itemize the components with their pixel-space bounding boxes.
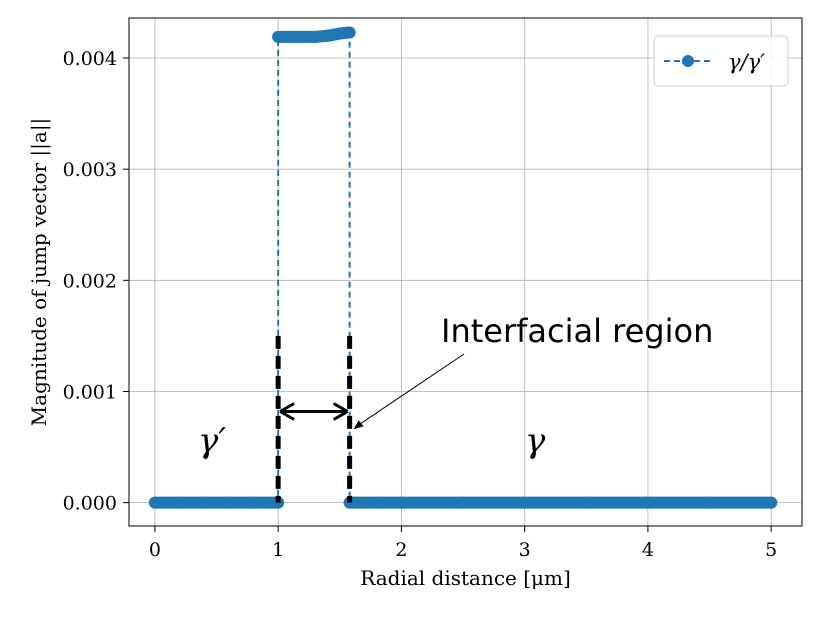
data-point	[580, 496, 593, 509]
data-point	[370, 496, 383, 509]
legend: γ/γ′	[653, 35, 789, 87]
grid-lines	[129, 18, 802, 526]
axis-ticks: 0 1 2 3 4 5 0.000 0.001 0.002 0.003 0.004	[63, 48, 778, 561]
data-point	[518, 496, 531, 509]
legend-entry: γ/γ′	[728, 50, 765, 74]
y-tick-label: 0.004	[63, 48, 117, 70]
data-point	[457, 496, 470, 509]
annotation-layer: Interfacial region γ′ γ	[198, 312, 713, 503]
x-tick-label: 4	[642, 539, 654, 561]
data-point	[284, 30, 297, 43]
data-point	[272, 30, 285, 43]
series-line	[154, 31, 772, 504]
phase-label-gamma-prime: γ′	[198, 421, 226, 461]
data-point	[247, 496, 260, 509]
y-tick-label: 0.002	[63, 270, 117, 292]
data-point	[321, 29, 334, 42]
data-point	[333, 27, 346, 40]
arrowhead-left	[279, 402, 295, 421]
y-axis-label: Magnitude of jump vector ||a||	[27, 118, 52, 427]
data-point	[148, 496, 161, 509]
y-tick-label: 0.001	[63, 381, 117, 403]
data-point	[309, 30, 322, 43]
data-point	[343, 26, 356, 39]
data-point	[641, 496, 654, 509]
arrowhead-right	[332, 402, 349, 421]
y-tick-label: 0.003	[63, 159, 117, 181]
x-tick-label: 5	[765, 539, 777, 561]
x-axis-label: Radial distance [μm]	[360, 566, 571, 590]
x-tick-label: 2	[395, 539, 407, 561]
legend-box	[653, 35, 789, 87]
data-point	[395, 496, 408, 509]
series-layer	[148, 26, 778, 509]
interface-label: Interfacial region	[441, 312, 713, 350]
x-tick-label: 3	[519, 539, 531, 561]
data-point	[296, 30, 309, 43]
legend-marker	[682, 55, 694, 67]
data-point	[173, 496, 186, 509]
data-point	[222, 496, 235, 509]
interface-pointer-head	[353, 420, 364, 430]
x-tick-label: 0	[149, 539, 161, 561]
phase-label-gamma: γ	[525, 421, 546, 461]
data-point	[703, 496, 716, 509]
plot-frame	[128, 17, 803, 527]
x-tick-label: 1	[272, 539, 284, 561]
y-tick-label: 0.000	[63, 493, 117, 515]
data-point	[198, 496, 211, 509]
data-point	[765, 496, 778, 509]
interface-pointer-line	[359, 353, 465, 425]
